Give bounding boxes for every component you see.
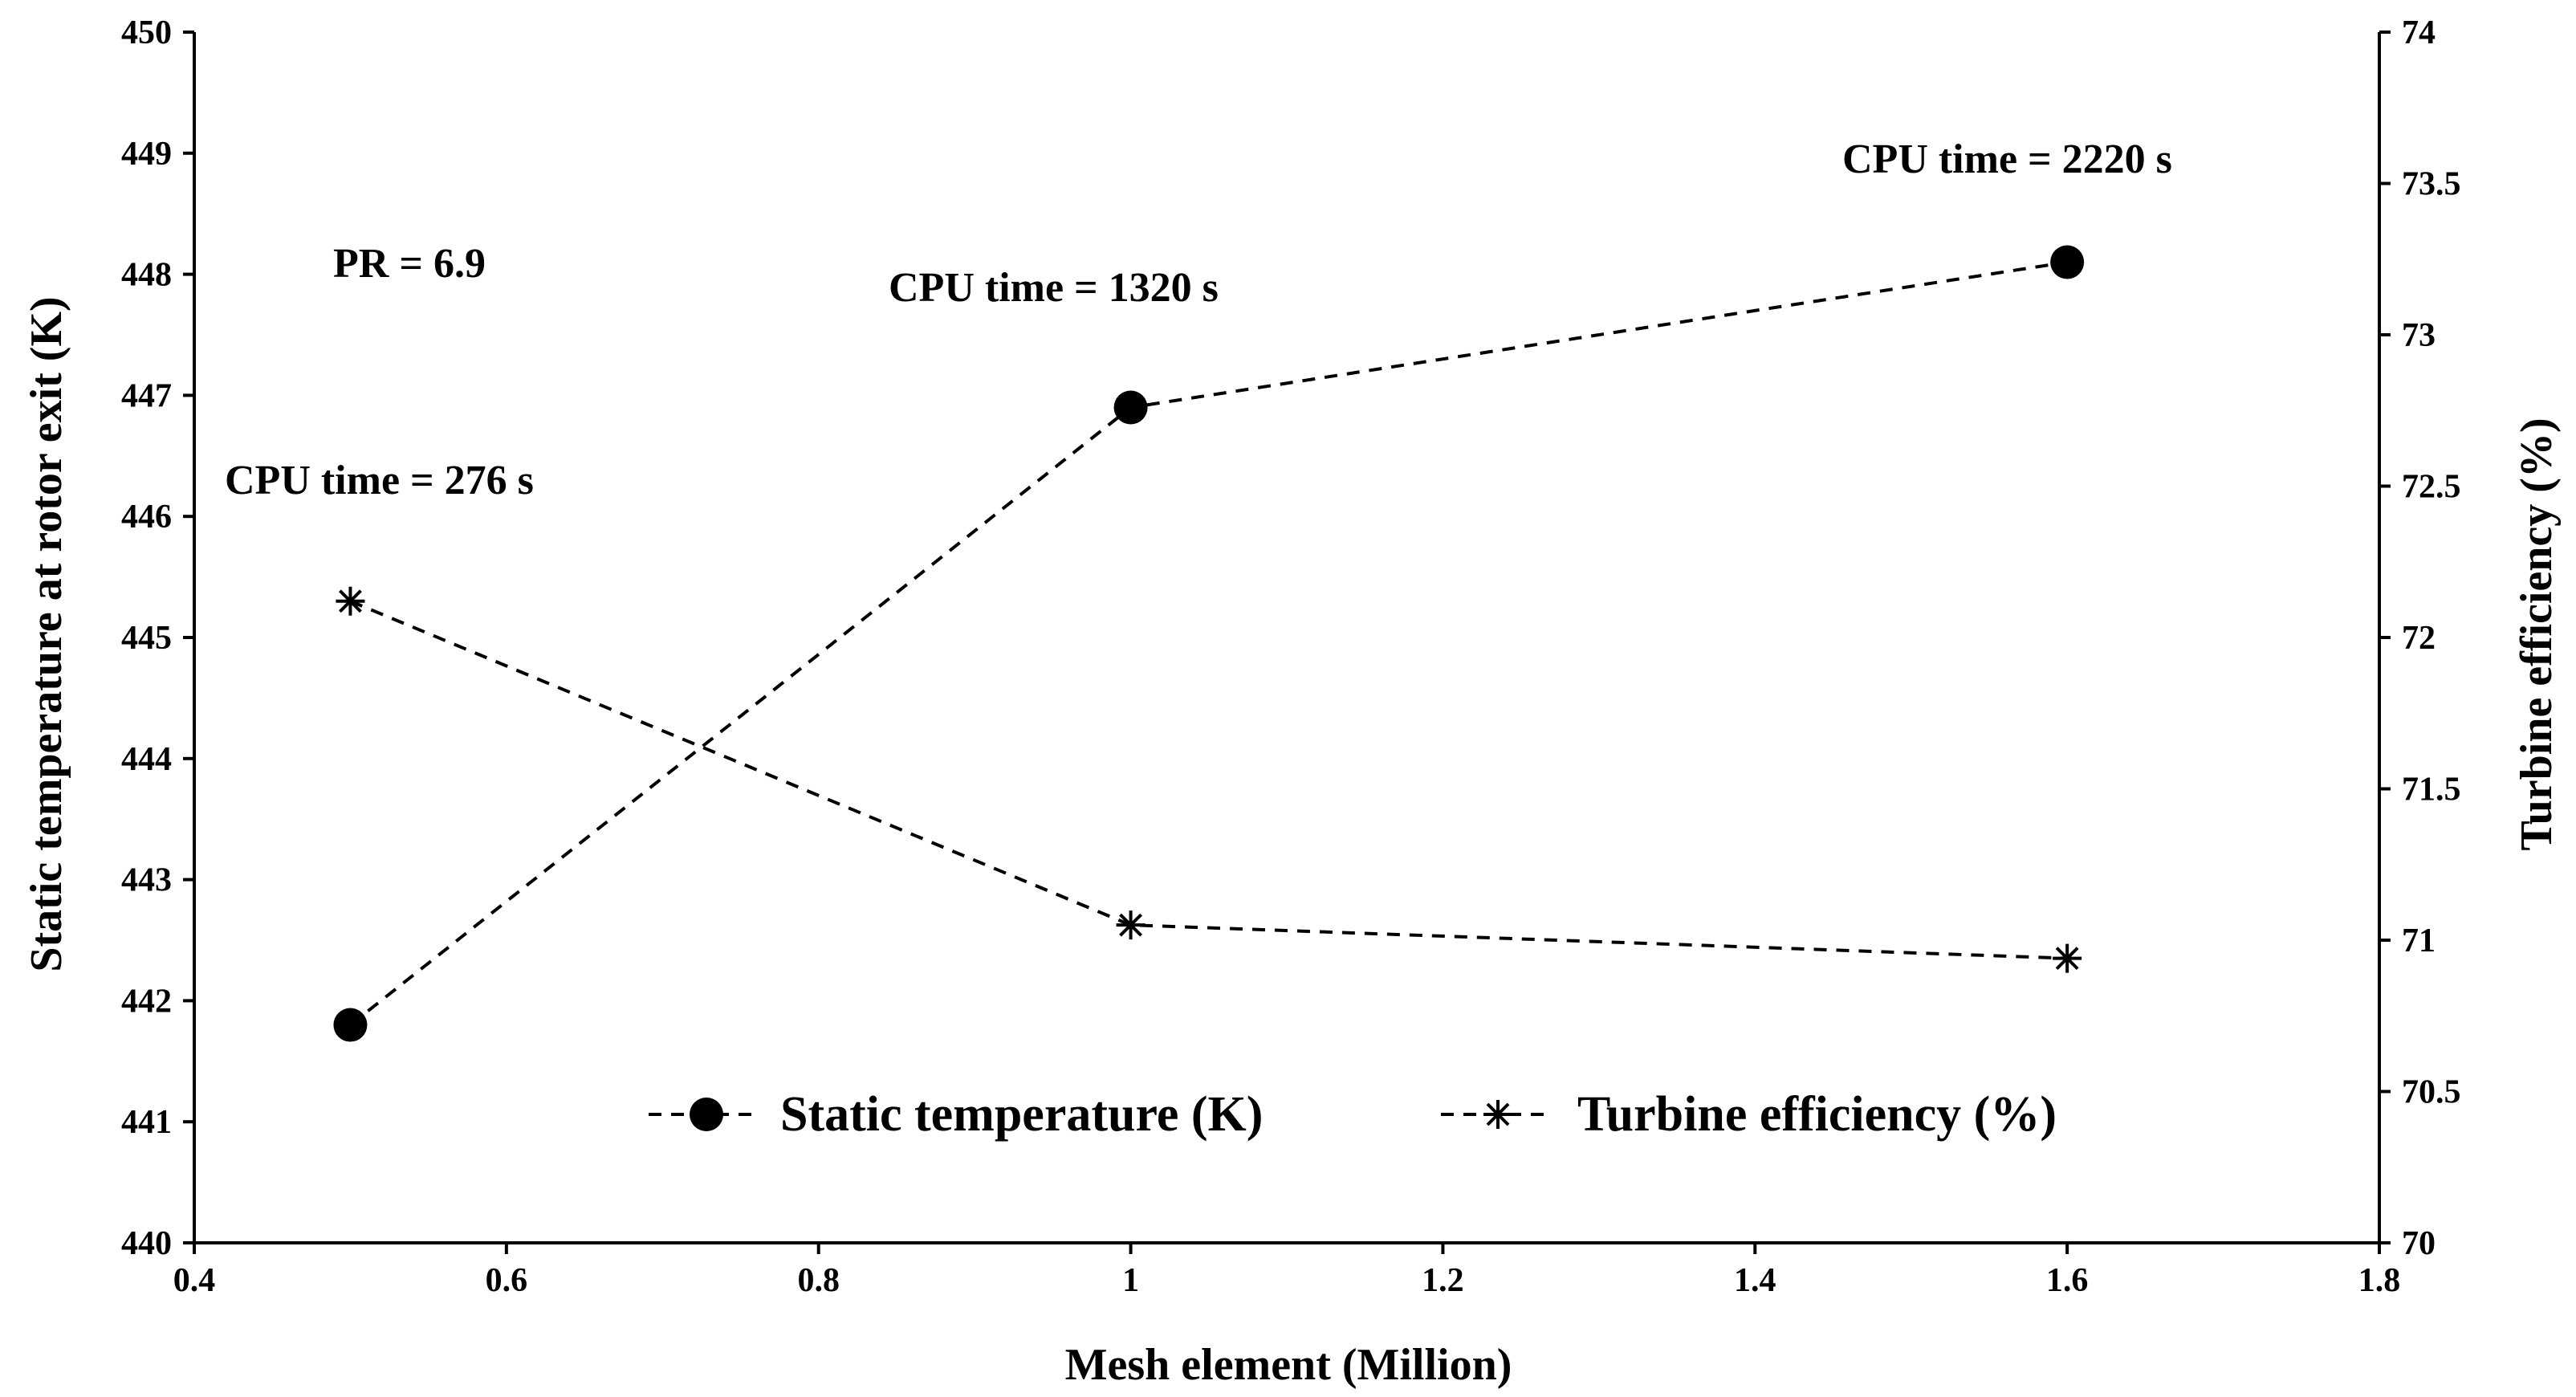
- y-left-tick-label: 448: [121, 257, 172, 294]
- axes-layer: 0.4 0.6 0.8 1 1.2 1.4 1.6 1.8 440 441 442 443 444 445…: [121, 14, 2461, 1299]
- x-tick-label: 1: [1122, 1262, 1139, 1299]
- legend-label-efficiency: Turbine efficiency (%): [1577, 1087, 2057, 1142]
- y-right-tick-label: 70: [2402, 1225, 2436, 1262]
- annotation-cpu-2220: CPU time = 2220 s: [1842, 136, 2172, 182]
- y-left-tick-label: 441: [121, 1104, 172, 1141]
- legend: Static temperature (K) Turbine efficienc…: [649, 1087, 2057, 1142]
- x-tick-label: 0.8: [797, 1262, 840, 1299]
- point-temperature: [1113, 390, 1148, 425]
- x-tick-label: 0.6: [486, 1262, 528, 1299]
- x-tick-label: 1.4: [1734, 1262, 1776, 1299]
- y-right-tick-label: 74: [2402, 14, 2436, 51]
- y-left-tick-label: 450: [121, 14, 172, 51]
- point-efficiency: [336, 586, 365, 616]
- point-efficiency: [1116, 910, 1146, 940]
- annotation-layer: PR = 6.9 CPU time = 276 s CPU time = 132…: [225, 136, 2172, 503]
- x-tick-label: 0.4: [173, 1262, 216, 1299]
- y-left-tick-label: 447: [121, 377, 172, 414]
- x-tick-label: 1.8: [2358, 1262, 2401, 1299]
- y-right-tick-label: 73.5: [2402, 166, 2461, 203]
- legend-marker-temperature: [690, 1098, 723, 1131]
- annotation-cpu-276: CPU time = 276 s: [225, 458, 534, 503]
- legend-marker-efficiency: [1483, 1100, 1512, 1129]
- series-layer: [333, 245, 2085, 1042]
- x-tick-label: 1.2: [1422, 1262, 1464, 1299]
- y-right-tick-label: 72.5: [2402, 469, 2461, 506]
- point-temperature: [333, 1008, 368, 1042]
- series-line-efficiency: [349, 599, 2068, 960]
- legend-label-temperature: Static temperature (K): [780, 1087, 1263, 1142]
- point-temperature: [2050, 245, 2085, 279]
- annotation-pr: PR = 6.9: [333, 241, 486, 287]
- y-left-tick-label: 440: [121, 1225, 172, 1262]
- y-left-tick-label: 442: [121, 983, 172, 1020]
- y-axis-right-title: Turbine efficiency (%): [2512, 417, 2562, 850]
- y-axis-left-title: Static temperature at rotor exit (K): [22, 296, 71, 971]
- y-right-tick-label: 73: [2402, 317, 2436, 354]
- series-line-temperature: [349, 260, 2068, 1027]
- y-right-tick-label: 71.5: [2402, 772, 2461, 808]
- x-axis-title: Mesh element (Million): [1065, 1340, 1512, 1390]
- point-efficiency: [2053, 943, 2082, 973]
- annotation-cpu-1320: CPU time = 1320 s: [889, 265, 1219, 311]
- y-left-tick-label: 446: [121, 499, 172, 536]
- y-left-tick-label: 443: [121, 862, 172, 899]
- y-left-tick-label: 449: [121, 136, 172, 173]
- y-right-tick-label: 72: [2402, 620, 2436, 657]
- y-right-tick-label: 71: [2402, 923, 2436, 959]
- y-left-tick-label: 445: [121, 620, 172, 657]
- y-right-tick-label: 70.5: [2402, 1074, 2461, 1111]
- y-left-tick-label: 444: [121, 741, 172, 778]
- x-tick-label: 1.6: [2046, 1262, 2089, 1299]
